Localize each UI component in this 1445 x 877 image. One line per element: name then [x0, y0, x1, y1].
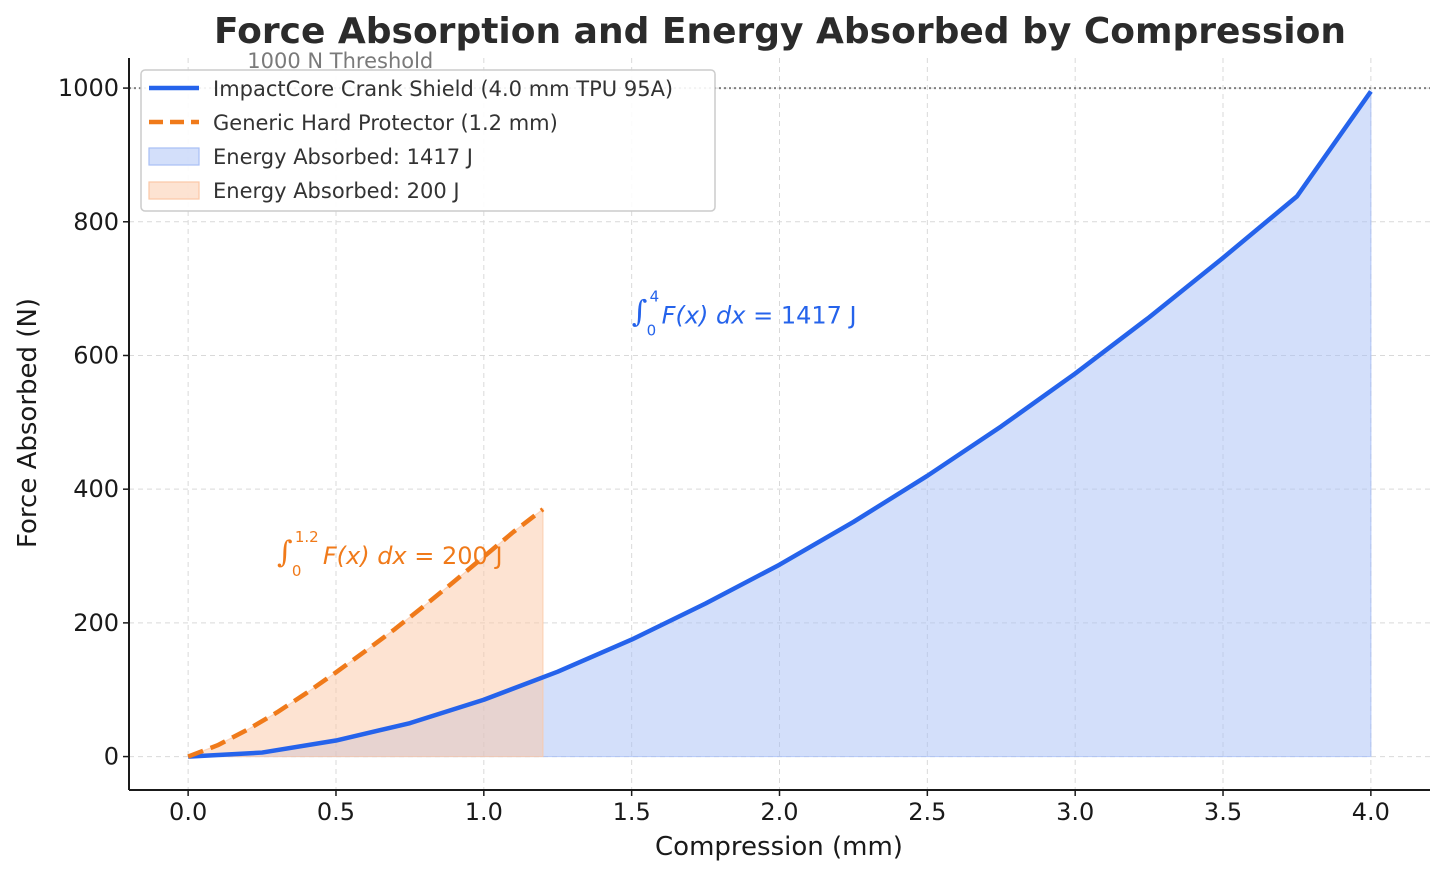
legend-box — [140, 69, 716, 212]
annotations: ∫ 40F(x) dx = 1417 J∫ 1.20F(x) dx = 200 J — [277, 287, 857, 580]
integral-value: 200 J — [442, 542, 503, 570]
y-tick-label: 400 — [73, 475, 119, 503]
integral-annotation: ∫ 1.2 0 F(x) dx = 200 J — [277, 528, 503, 580]
series-line-1 — [188, 90, 1373, 759]
legend-patch-swatch — [148, 147, 200, 166]
x-tick-label: 4.0 — [1352, 798, 1390, 826]
y-tick-label: 0 — [104, 743, 119, 771]
x-tick-label: 3.5 — [1204, 798, 1242, 826]
integral-upper-limit: 4 — [650, 287, 660, 305]
integral-expression: F(x) dx = 1417 J — [662, 301, 857, 329]
y-ticks: 0 200 400 600 800 1000 — [58, 74, 129, 771]
integral-sign: ∫ — [632, 294, 648, 329]
x-tick-label: 2.0 — [760, 798, 798, 826]
integral-annotation: ∫ 4 0 F(x) dx = 1417 J — [632, 287, 857, 339]
integral-lower-limit: 0 — [292, 562, 302, 580]
integral-sign: ∫ — [277, 535, 293, 570]
integral-lower-limit: 0 — [647, 321, 657, 339]
x-ticks: 0.0 0.5 1.0 1.5 2.0 2.5 3.0 3.5 4.0 — [169, 790, 1390, 826]
y-tick-label: 1000 — [58, 74, 119, 102]
chart-title: Force Absorption and Energy Absorbed by … — [214, 11, 1346, 52]
integral-upper-limit: 1.2 — [295, 528, 319, 546]
x-tick-label: 1.0 — [465, 798, 503, 826]
series-line-2 — [187, 507, 545, 759]
x-tick-label: 0.0 — [169, 798, 207, 826]
series-lines — [187, 90, 1373, 759]
integral-value: 1417 J — [781, 301, 857, 329]
y-tick-label: 600 — [73, 341, 119, 369]
legend-label: ImpactCore Crank Shield (4.0 mm TPU 95A) — [213, 77, 673, 101]
legend: ImpactCore Crank Shield (4.0 mm TPU 95A)… — [140, 69, 716, 212]
x-tick-label: 1.5 — [613, 798, 651, 826]
x-tick-label: 3.0 — [1056, 798, 1094, 826]
legend-label: Generic Hard Protector (1.2 mm) — [213, 111, 558, 135]
y-tick-label: 800 — [73, 208, 119, 236]
x-tick-label: 0.5 — [317, 798, 355, 826]
y-axis-label: Force Absorbed (N) — [13, 298, 43, 548]
legend-label: Energy Absorbed: 200 J — [213, 179, 460, 203]
integral-expression: F(x) dx = 200 J — [323, 542, 503, 570]
x-axis-label: Compression (mm) — [655, 832, 903, 862]
y-tick-label: 200 — [73, 609, 119, 637]
legend-label: Energy Absorbed: 1417 J — [213, 145, 473, 169]
x-tick-label: 2.5 — [908, 798, 946, 826]
threshold-label: 1000 N Threshold — [247, 49, 433, 73]
legend-patch-swatch — [148, 181, 200, 200]
